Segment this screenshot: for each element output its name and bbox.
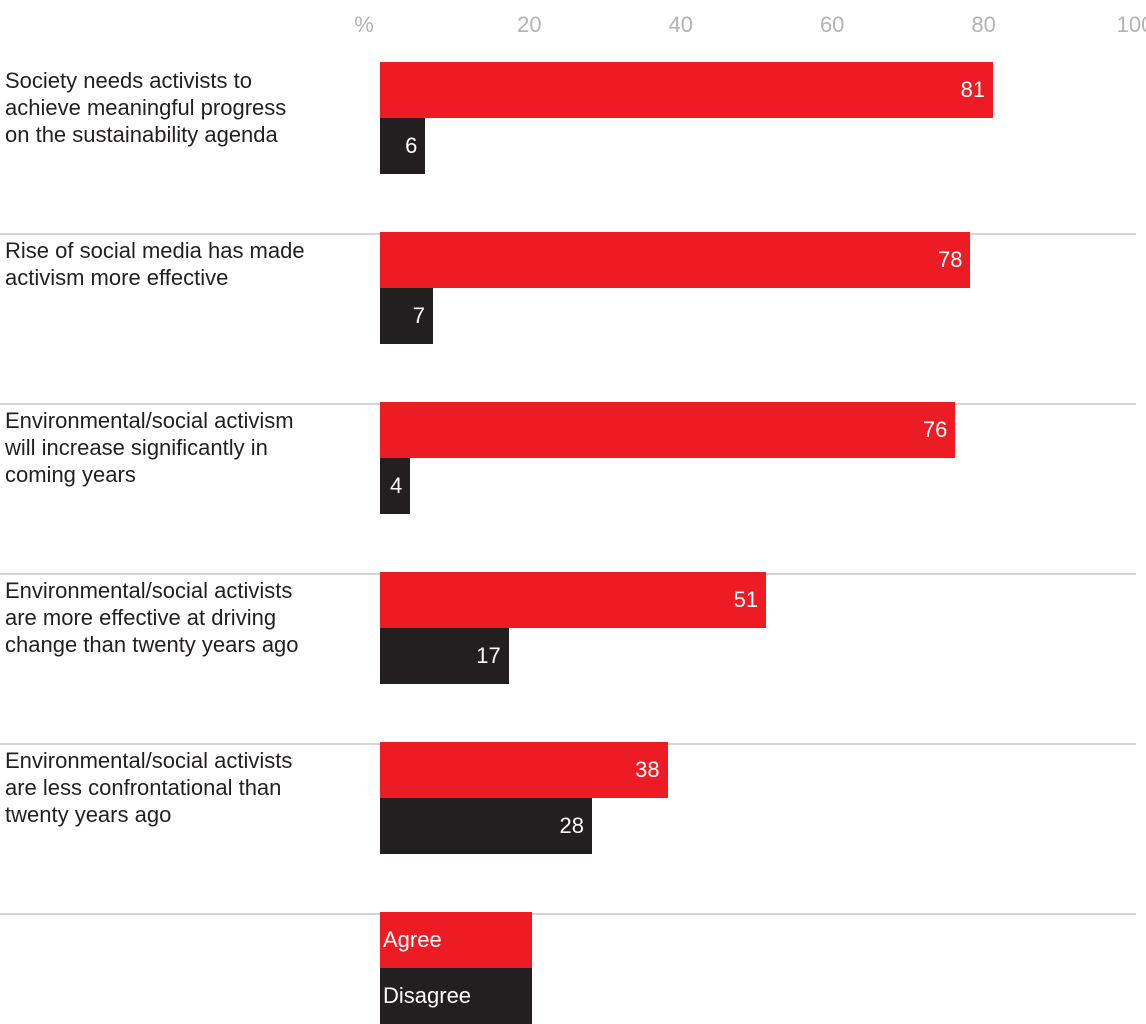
- legend-label: Agree: [383, 927, 442, 952]
- agree-bar: 38: [380, 742, 668, 798]
- axis-unit-label: %: [354, 12, 374, 37]
- bar-value-label: 6: [405, 133, 418, 158]
- x-tick-label: 80: [971, 12, 996, 37]
- bar-value-label: 51: [733, 587, 759, 612]
- bar-value-label: 28: [559, 813, 584, 838]
- x-tick-label: 100: [1116, 12, 1146, 37]
- category-label: Environmental/social activism will incre…: [5, 408, 294, 487]
- bar-value-label: 7: [412, 303, 425, 328]
- legend-label: Disagree: [383, 983, 472, 1008]
- bar-value-label: 4: [390, 473, 403, 498]
- agree-bar: 81: [380, 62, 994, 118]
- agree-bar: 51: [380, 572, 767, 628]
- legend-item-agree: Agree: [380, 912, 532, 968]
- legend-item-disagree: Disagree: [380, 968, 532, 1024]
- bar-value-label: 78: [937, 247, 963, 272]
- bar-value-label: 76: [922, 417, 948, 442]
- group-separator: [0, 913, 1136, 915]
- category-label: Society needs activists to achieve meani…: [5, 68, 287, 147]
- category-label: Rise of social media has made activism m…: [5, 238, 305, 290]
- category-label: Environmental/social activists are less …: [5, 748, 293, 827]
- agree-bar: 76: [380, 402, 956, 458]
- bar-value-label: 81: [960, 77, 986, 102]
- disagree-bar: 28: [380, 798, 592, 854]
- x-tick-label: 40: [668, 12, 694, 37]
- bar-value-label: 38: [635, 757, 660, 782]
- agree-bar: 78: [380, 232, 971, 288]
- x-tick-label: 20: [517, 12, 542, 37]
- disagree-bar: 4: [380, 458, 411, 514]
- bar-value-label: 17: [476, 643, 501, 668]
- disagree-bar: 17: [380, 628, 509, 684]
- disagree-bar: 6: [380, 118, 426, 174]
- disagree-bar: 7: [380, 288, 433, 344]
- category-label: Environmental/social activists are more …: [5, 578, 299, 657]
- x-tick-label: 60: [819, 12, 845, 37]
